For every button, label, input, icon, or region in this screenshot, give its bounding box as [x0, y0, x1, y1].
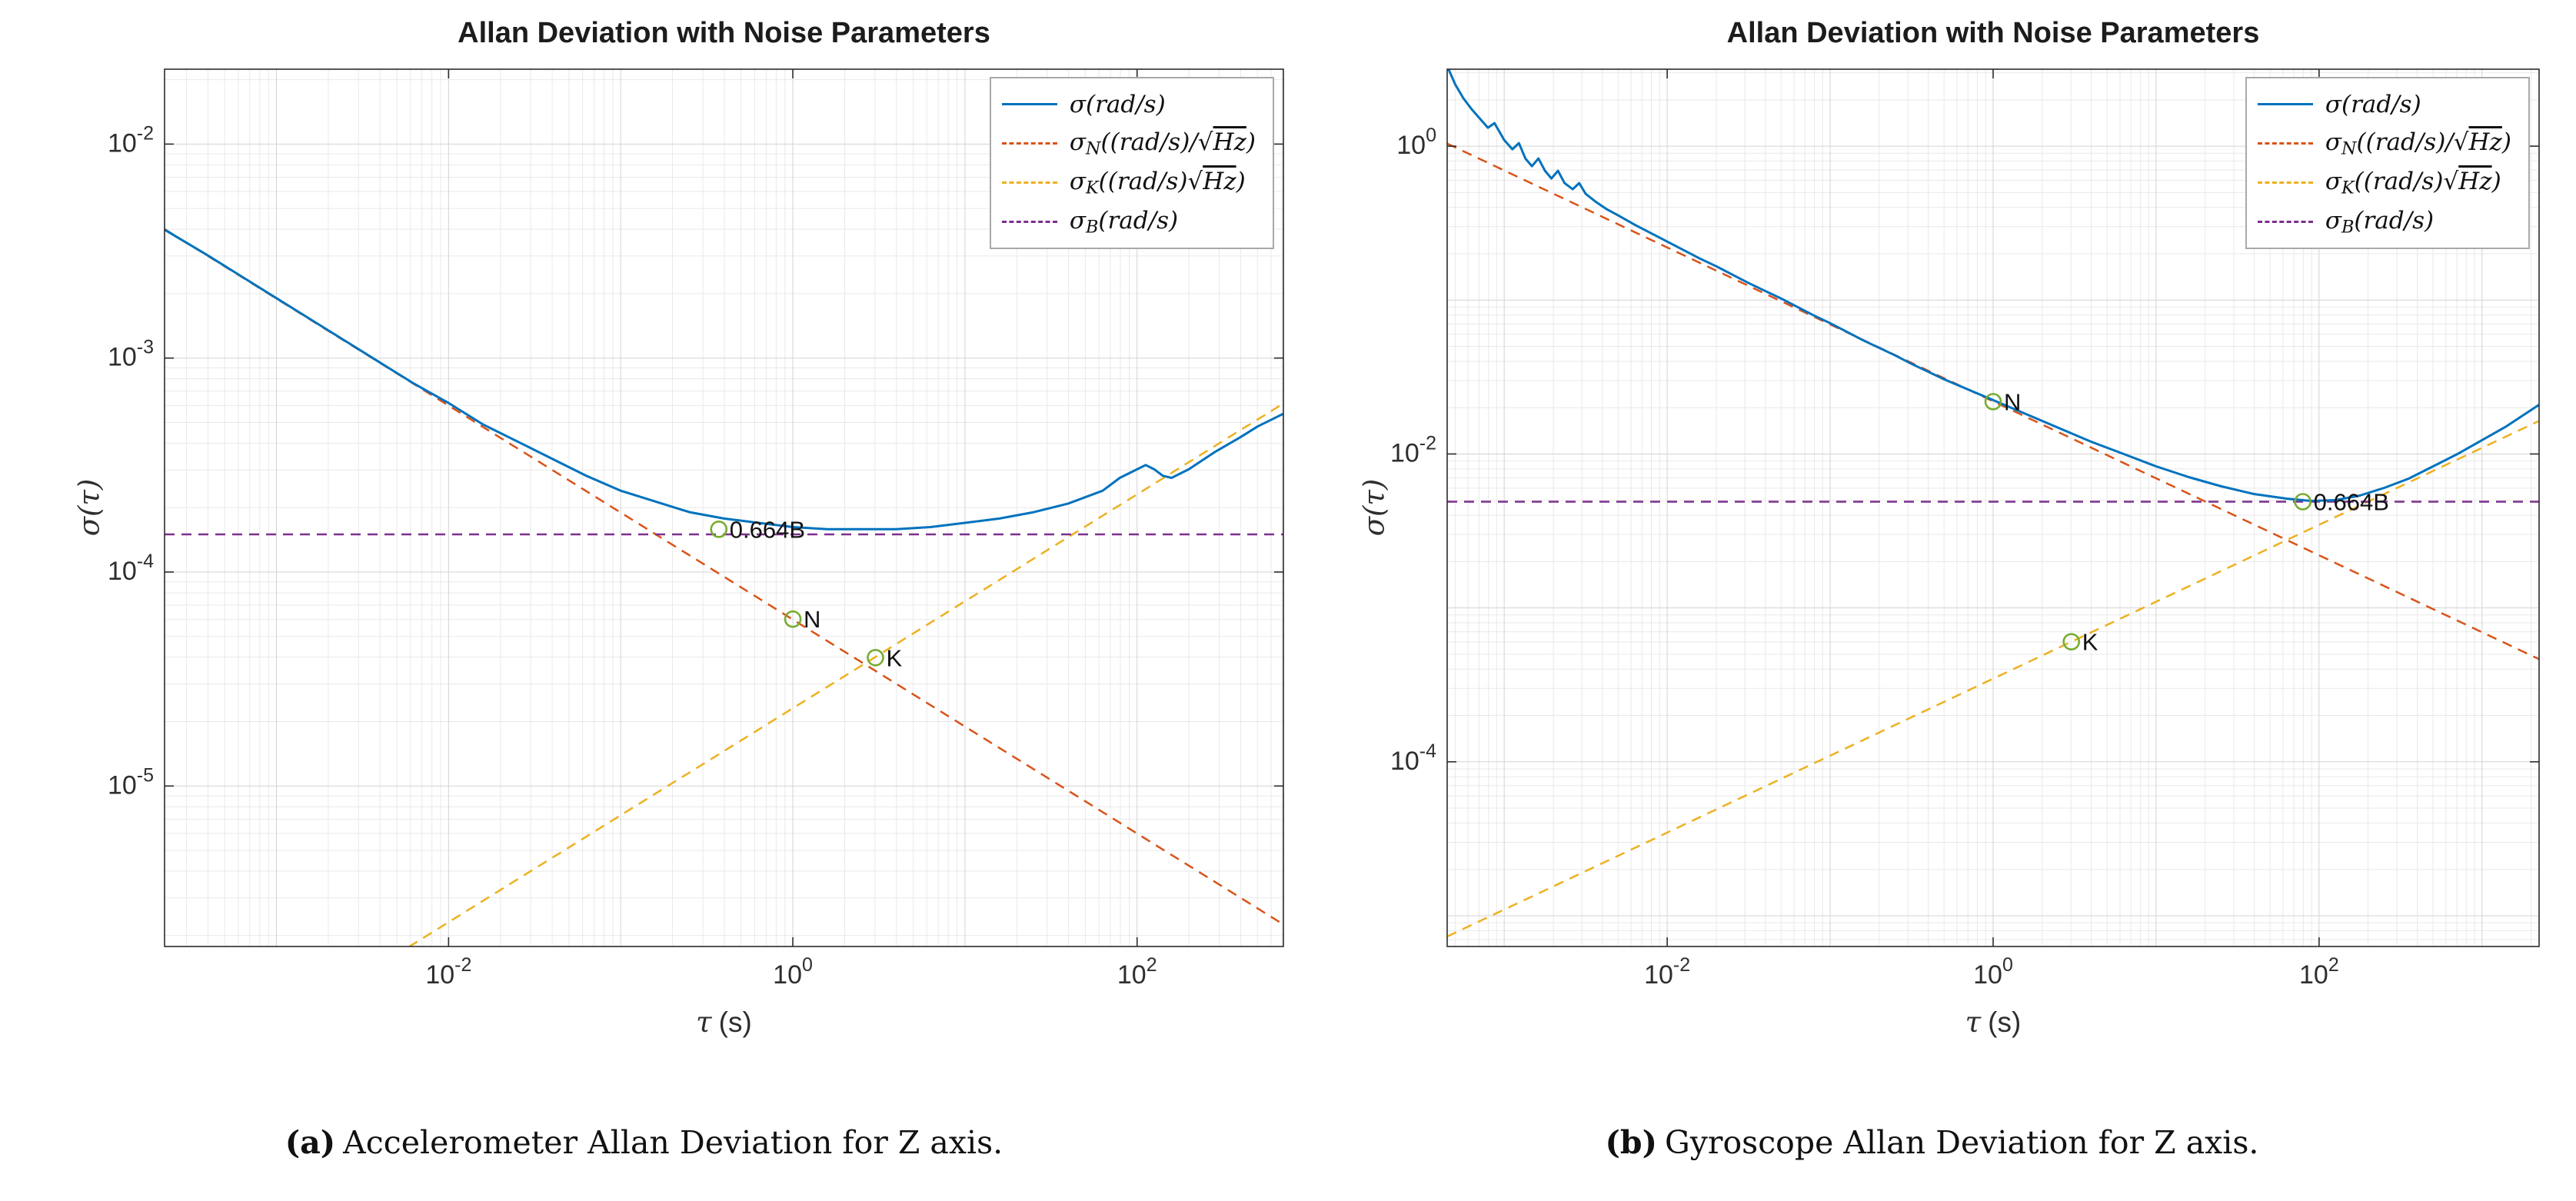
y-tick-label: 100 [1396, 125, 1436, 160]
y-tick-label: 10-3 [108, 337, 154, 372]
x-tick-label: 102 [1117, 954, 1157, 990]
legend-line-sample [2257, 181, 2313, 184]
y-axis-label: σ(τ) [1357, 478, 1391, 537]
x-axis-symbol: τ [696, 1006, 712, 1039]
legend-line-sample [1001, 181, 1057, 184]
legend-label: σN((rad/s)/√Hz) [1069, 128, 1256, 159]
legend-label: σN((rad/s)/√Hz) [2325, 128, 2511, 159]
series-sigma_K [1447, 420, 2539, 938]
axes-box [164, 68, 1284, 947]
marker-label-N: N [804, 606, 820, 633]
series-sigma_N [1447, 142, 2539, 660]
legend-entry: σ(rad/s) [2257, 85, 2511, 124]
legend-line-sample [1001, 142, 1057, 145]
legend: σ(rad/s) σN((rad/s)/√Hz) σK((rad/s)√Hz) σB(… [2245, 77, 2530, 249]
caption-text: Gyroscope Allan Deviation for Z axis. [1664, 1124, 2259, 1161]
x-tick-label: 10-2 [1644, 954, 1690, 990]
marker-N [1984, 393, 2002, 411]
caption-a: (a) Accelerometer Allan Deviation for Z a… [0, 1124, 1288, 1161]
legend-line-sample [2257, 103, 2313, 105]
series-sigma [1447, 69, 2539, 502]
x-tick-label: 10-2 [425, 954, 471, 990]
series-group [1447, 69, 2539, 938]
x-tick-label: 100 [1973, 954, 2013, 990]
x-tick-label: 102 [2299, 954, 2339, 990]
y-tick-label: 10-5 [108, 764, 154, 800]
x-axis-label: τ (s) [165, 1006, 1283, 1039]
caption-b: (b) Gyroscope Allan Deviation for Z axis. [1288, 1124, 2576, 1161]
y-tick-label: 10-4 [1390, 740, 1436, 776]
caption-label: (b) [1605, 1124, 1657, 1161]
legend-label: σB(rad/s) [1069, 206, 1179, 238]
grid [165, 69, 1283, 946]
legend-line-sample [2257, 142, 2313, 145]
legend-entry: σK((rad/s)√Hz) [1001, 163, 1256, 202]
y-tick-label: 10-2 [108, 122, 154, 158]
x-axis-unit: (s) [1988, 1006, 2022, 1038]
legend-entry: σN((rad/s)/√Hz) [1001, 124, 1256, 163]
legend-label: σB(rad/s) [2325, 206, 2435, 238]
legend-line-sample [1001, 103, 1057, 105]
legend-entry: σB(rad/s) [1001, 202, 1256, 241]
y-axis-label: σ(τ) [72, 478, 106, 537]
marker-label-0.664B: 0.664B [2314, 488, 2389, 515]
marker-K [2062, 633, 2081, 650]
accelerometer-z-plot: 0.664B N K 10-2 100 102 10-5 10-4 10-3 10-2 [108, 68, 1284, 990]
marker-label-0.664B: 0.664B [730, 516, 805, 543]
marker-0.664B [2294, 493, 2311, 511]
chart-title: Allan Deviation with Noise Parameters [458, 17, 990, 49]
marker-label-N: N [2004, 388, 2021, 415]
figure-gyroscope: Allan Deviation with Noise Parameters 0.… [1288, 0, 2576, 1201]
legend: σ(rad/s) σN((rad/s)/√Hz) σK((rad/s)√Hz) σB(… [989, 77, 1274, 249]
y-tick-label: 10-2 [1390, 432, 1436, 467]
plot-area: 0.664B N K 10-2 100 102 10-5 10-4 10-3 10-2 [108, 68, 1284, 990]
chart-title: Allan Deviation with Noise Parameters [1726, 17, 2260, 49]
caption-text: Accelerometer Allan Deviation for Z axis… [343, 1124, 1003, 1161]
marker-K [867, 649, 884, 667]
figure-accelerometer: Allan Deviation with Noise Parameters 0.… [0, 17, 1288, 1161]
x-axis-label: τ (s) [1447, 1006, 2539, 1039]
marker-N [784, 610, 802, 628]
x-axis-unit: (s) [718, 1006, 752, 1038]
legend-label: σ(rad/s) [1069, 90, 1166, 118]
marker-label-K: K [2082, 629, 2098, 656]
x-axis-symbol: τ [1965, 1006, 1982, 1039]
legend-label: σK((rad/s)√Hz) [2325, 167, 2501, 198]
series-sigma [165, 228, 1283, 531]
legend-label: σK((rad/s)√Hz) [1069, 167, 1246, 198]
x-tick-label: 100 [773, 954, 813, 990]
legend-entry: σB(rad/s) [2257, 202, 2511, 241]
legend-entry: σN((rad/s)/√Hz) [2257, 124, 2511, 163]
legend-label: σ(rad/s) [2325, 90, 2421, 118]
legend-line-sample [2257, 221, 2313, 223]
y-tick-label: 10-4 [108, 551, 154, 586]
legend-line-sample [1001, 221, 1057, 223]
marker-0.664B [710, 521, 728, 538]
legend-entry: σ(rad/s) [1001, 85, 1256, 124]
legend-entry: σK((rad/s)√Hz) [2257, 163, 2511, 202]
caption-label: (a) [285, 1124, 336, 1161]
marker-label-K: K [886, 644, 902, 671]
